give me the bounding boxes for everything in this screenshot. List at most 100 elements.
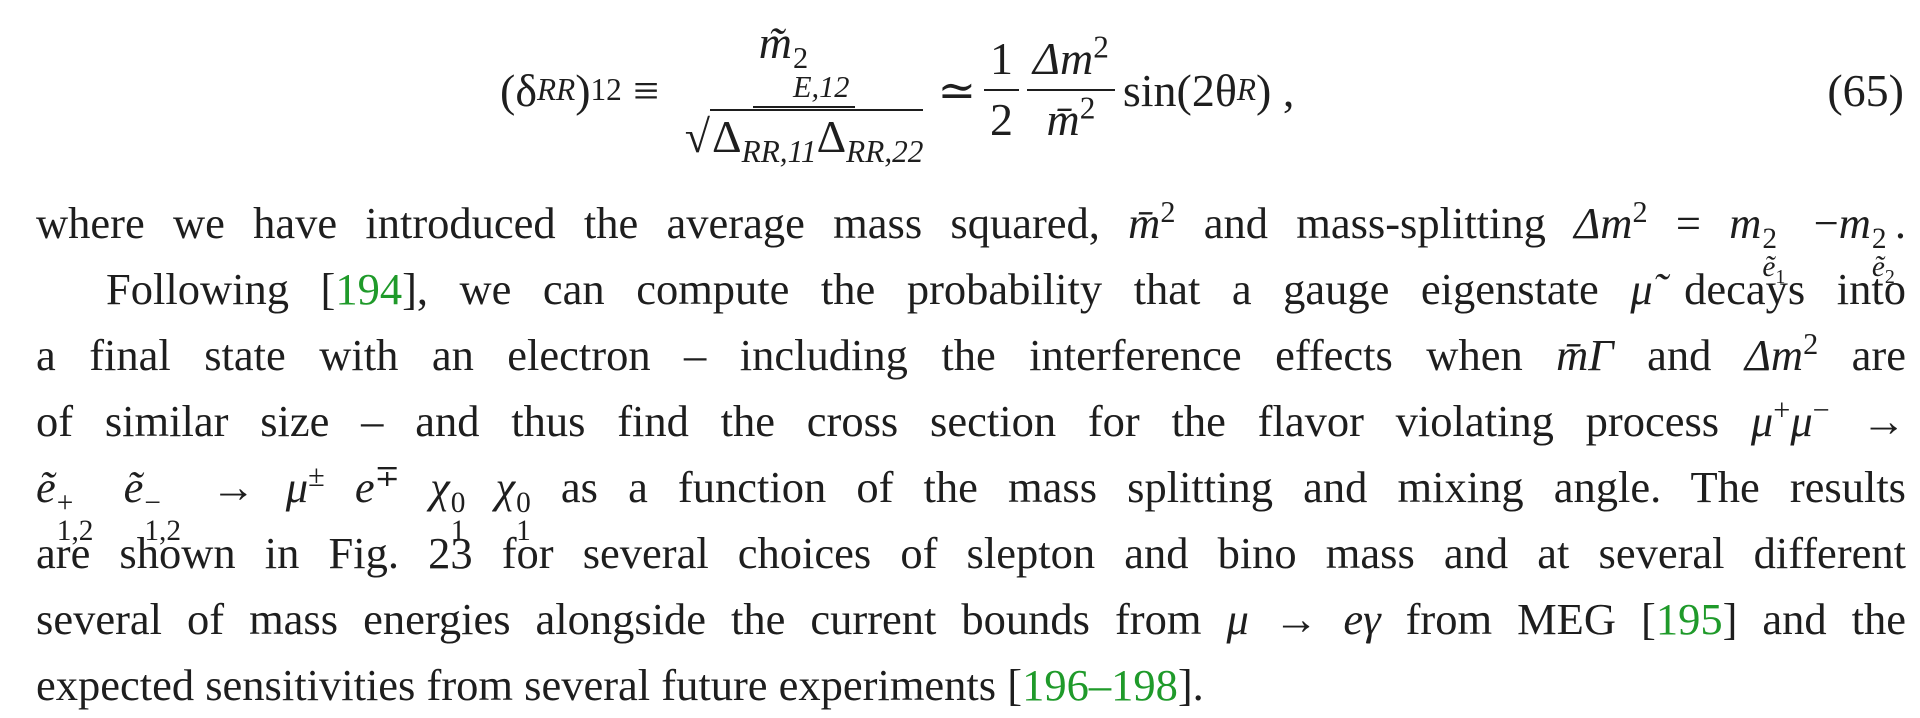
text-span: as a function of the mass splitting and … [530,462,1907,512]
text-span: χ [399,462,450,512]
text-span: m [1838,198,1871,248]
text-span: + [1773,393,1791,428]
math-group: Δm2 [1026,32,1115,91]
text-span: ]. [1177,660,1204,710]
text-span: 2 [989,94,1013,145]
text-span: 2 [1803,327,1819,362]
text-span: ± [308,459,325,494]
text-span: ) , [1256,64,1295,116]
text-span: 0 [450,487,466,520]
text-span: ẽ [123,462,144,512]
text-span: 2 [1884,266,1895,289]
text-span: e [324,462,375,512]
citation[interactable]: 196–198 [1022,660,1178,710]
text-span: 2 [1871,223,1887,256]
text-span: 2 [792,41,809,76]
text-span: (δ [500,64,537,116]
text-span: − [1812,393,1830,428]
text-span: 2 [1093,30,1109,66]
text-span: Δm [1032,33,1094,85]
paragraph: where we have introduced the average mas… [36,190,1906,718]
text-span: . [1894,198,1906,248]
text-span: − [1785,198,1839,248]
fraction: Δm2 m̄2 [1026,32,1115,146]
text-line: are shown in Fig. 23 for several choices… [36,520,1906,586]
text-span: 2 [1632,195,1648,230]
text-span: → [181,462,286,512]
text-span: of similar size – and thus find the cros… [36,396,1751,446]
text-span: Δ [816,110,847,162]
math-group: +1,2 [56,487,94,548]
math-group: ẽ2 [1871,251,1895,287]
math-group: 2 E,12 [792,41,850,102]
math-group [622,64,634,117]
text-span: decays into [1652,264,1906,314]
text-span: μ̃ [1630,264,1653,314]
text-span: − [144,487,161,520]
text-span: ], we can compute the probability that a… [402,264,1631,314]
text-span: Following [ [106,264,336,314]
text-span: m̃ [758,16,792,68]
text-span: ≃ [937,65,976,116]
math-group: 2 ẽ1 [1762,223,1785,287]
text-span: sin(2θ [1122,64,1237,116]
text-span: 1 [1775,266,1786,289]
math-group: −1,2 [144,487,181,546]
text-span [93,462,123,512]
text-span: and [1613,330,1745,380]
text-span: 2 [1160,195,1176,230]
text-span: expected sensitivities from several futu… [36,660,1023,710]
text-span: μ → eγ [1226,594,1381,644]
text-line: a final state with an electron – includi… [36,322,1906,388]
text-line: of similar size – and thus find the cros… [36,388,1906,454]
text-span: RR,22 [846,134,924,170]
text-span: 0 [516,487,531,520]
text-span: 2 [1079,90,1096,126]
text-span: ẽ [1871,251,1885,284]
math-group: ẽ1 [1762,251,1785,287]
text-span: = [1647,198,1730,248]
text-span: 1 [450,515,466,548]
math-group: m̄2 [1040,91,1101,146]
text-span: and mass-splitting [1175,198,1575,248]
math-group: √ΔRR,11ΔRR,22 [679,108,930,167]
text-span: a final state with an electron – includi… [36,330,1557,380]
equation-number: (65) [1827,64,1904,116]
text-span: μ [1750,396,1774,446]
text-span: m̄ [1046,94,1080,145]
text-span: ≡ [633,64,660,116]
text-span: 1,2 [56,515,94,548]
text-span: χ [465,462,516,512]
text-span: √ [684,110,710,162]
text-span: μ [285,462,309,512]
text-span: 2 [1762,223,1778,256]
text-span: + [56,487,74,520]
text-span: are [1818,330,1906,380]
citation[interactable]: 194 [335,264,403,314]
math-group: 2 ẽ2 [1871,223,1895,287]
text-span: are shown in Fig. 23 for several choices… [36,528,1906,578]
text-line: where we have introduced the average mas… [36,190,1906,287]
fraction: m̃ 2 E,12 √ΔRR,11ΔRR,22 [679,16,930,167]
text-span: m̄Γ [1556,330,1614,380]
math-group [659,64,671,117]
math-group: m̃ 2 E,12 [752,16,856,108]
text-span: ẽ [1762,251,1776,284]
text-line: expected sensitivities from several futu… [36,652,1906,718]
text-span: 1 [516,515,531,548]
text-span: ẽ [36,462,56,512]
text-span: Δ [712,110,742,162]
text-span: m̄ [1128,198,1161,248]
citation[interactable]: 195 [1655,594,1723,644]
math-group: ΔRR,11ΔRR,22 [710,108,924,167]
text-span: → [1829,396,1906,446]
text-span: RR,11 [741,134,817,170]
text-span: Δm [1744,330,1804,380]
